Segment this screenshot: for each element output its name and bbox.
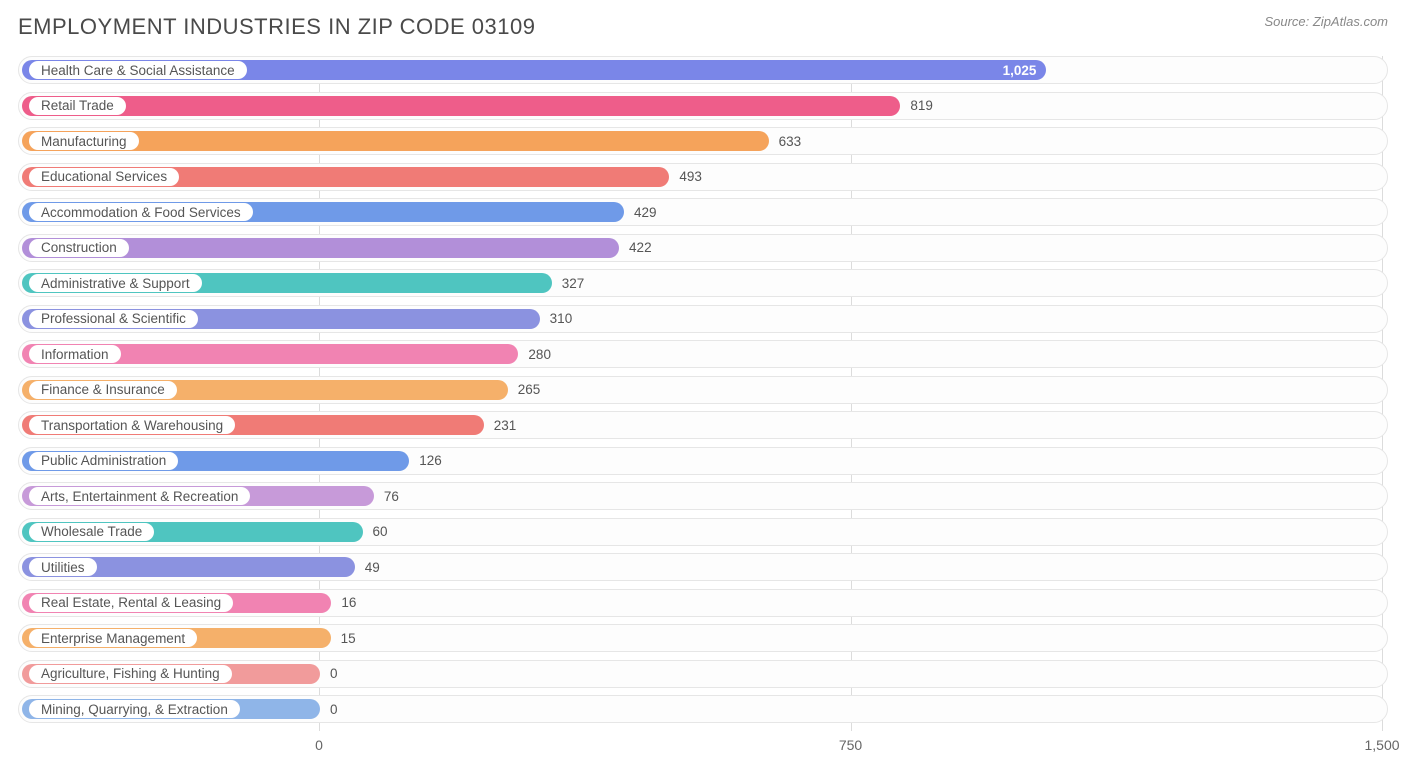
chart-source: Source: ZipAtlas.com — [1264, 14, 1388, 29]
bar-row: Utilities 49 — [18, 553, 1388, 581]
bar-label: Agriculture, Fishing & Hunting — [29, 665, 232, 683]
bar-row: Arts, Entertainment & Recreation 76 — [18, 482, 1388, 510]
bar-row: Agriculture, Fishing & Hunting 0 — [18, 660, 1388, 688]
bar-row: Transportation & Warehousing 231 — [18, 411, 1388, 439]
bar-row: Retail Trade 819 — [18, 92, 1388, 120]
bar-row: Mining, Quarrying, & Extraction 0 — [18, 695, 1388, 723]
bar-row: Administrative & Support 327 — [18, 269, 1388, 297]
bar-value: 1,025 — [1003, 57, 1037, 83]
bar — [22, 96, 900, 116]
bar-row: Real Estate, Rental & Leasing 16 — [18, 589, 1388, 617]
bar-value: 429 — [634, 199, 657, 225]
bar-value: 76 — [384, 483, 399, 509]
x-axis-tick: 0 — [315, 737, 323, 753]
bar-label: Real Estate, Rental & Leasing — [29, 594, 233, 612]
bar-label: Arts, Entertainment & Recreation — [29, 487, 250, 505]
bar-value: 231 — [494, 412, 517, 438]
bar-row: Professional & Scientific 310 — [18, 305, 1388, 333]
bar-row: Manufacturing 633 — [18, 127, 1388, 155]
bar-label: Information — [29, 345, 121, 363]
bar-value: 15 — [341, 625, 356, 651]
bar-value: 819 — [910, 93, 933, 119]
bar-label: Educational Services — [29, 168, 179, 186]
bar-value: 16 — [341, 590, 356, 616]
bar-value: 0 — [330, 696, 338, 722]
bar-label: Manufacturing — [29, 132, 139, 150]
bar-value: 280 — [528, 341, 551, 367]
bar-value: 126 — [419, 448, 442, 474]
bar-value: 49 — [365, 554, 380, 580]
bar-label: Health Care & Social Assistance — [29, 61, 247, 79]
chart-title: EMPLOYMENT INDUSTRIES IN ZIP CODE 03109 — [18, 14, 536, 40]
rows-container: Health Care & Social Assistance 1,025 Reta… — [18, 56, 1388, 723]
x-axis: 07501,500 — [18, 731, 1388, 757]
bar-label: Public Administration — [29, 452, 178, 470]
bar-value: 60 — [373, 519, 388, 545]
bar-value: 0 — [330, 661, 338, 687]
bar-row: Accommodation & Food Services 429 — [18, 198, 1388, 226]
bar-label: Wholesale Trade — [29, 523, 154, 541]
bar-label: Enterprise Management — [29, 629, 197, 647]
bar-value: 265 — [518, 377, 541, 403]
bar-value: 310 — [550, 306, 573, 332]
bar-value: 327 — [562, 270, 585, 296]
bar-label: Utilities — [29, 558, 97, 576]
bar-row: Construction 422 — [18, 234, 1388, 262]
bar-value: 633 — [779, 128, 802, 154]
bar-label: Mining, Quarrying, & Extraction — [29, 700, 240, 718]
bar-value: 422 — [629, 235, 652, 261]
bar-row: Wholesale Trade 60 — [18, 518, 1388, 546]
bar-label: Transportation & Warehousing — [29, 416, 235, 434]
bar-value: 493 — [679, 164, 702, 190]
bar-row: Public Administration 126 — [18, 447, 1388, 475]
chart-area: Health Care & Social Assistance 1,025 Reta… — [18, 56, 1388, 757]
bar-row: Information 280 — [18, 340, 1388, 368]
x-axis-tick: 750 — [839, 737, 862, 753]
bar-row: Enterprise Management 15 — [18, 624, 1388, 652]
bar-row: Finance & Insurance 265 — [18, 376, 1388, 404]
bar-label: Professional & Scientific — [29, 310, 198, 328]
chart-header: EMPLOYMENT INDUSTRIES IN ZIP CODE 03109 … — [18, 14, 1388, 40]
bar-label: Retail Trade — [29, 97, 126, 115]
bar-row: Educational Services 493 — [18, 163, 1388, 191]
bar-label: Accommodation & Food Services — [29, 203, 253, 221]
bar-label: Finance & Insurance — [29, 381, 177, 399]
bar-label: Construction — [29, 239, 129, 257]
x-axis-tick: 1,500 — [1364, 737, 1399, 753]
bar-row: Health Care & Social Assistance 1,025 — [18, 56, 1388, 84]
bar-label: Administrative & Support — [29, 274, 202, 292]
